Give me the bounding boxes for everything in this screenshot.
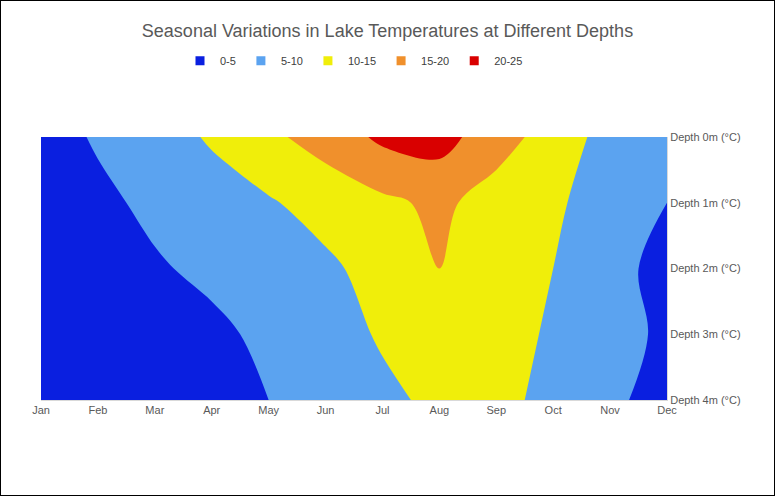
svg-text:20-25: 20-25 [494, 55, 522, 67]
svg-text:Jun: Jun [317, 404, 335, 416]
svg-text:Feb: Feb [88, 404, 107, 416]
svg-text:Dec: Dec [657, 404, 677, 416]
svg-text:Apr: Apr [203, 404, 220, 416]
svg-text:5-10: 5-10 [281, 55, 303, 67]
svg-text:Jan: Jan [32, 404, 50, 416]
svg-text:Jul: Jul [375, 404, 389, 416]
svg-text:10-15: 10-15 [348, 55, 376, 67]
svg-text:Depth 2m (°C): Depth 2m (°C) [670, 262, 740, 274]
svg-text:Sep: Sep [486, 404, 506, 416]
svg-text:0-5: 0-5 [220, 55, 236, 67]
svg-text:Aug: Aug [430, 404, 450, 416]
svg-text:Depth 0m (°C): Depth 0m (°C) [670, 131, 740, 143]
svg-text:Mar: Mar [145, 404, 164, 416]
svg-text:Nov: Nov [600, 404, 620, 416]
svg-text:Seasonal Variations in Lake Te: Seasonal Variations in Lake Temperatures… [142, 21, 633, 41]
svg-text:Oct: Oct [545, 404, 562, 416]
svg-text:15-20: 15-20 [421, 55, 449, 67]
svg-text:Depth 1m (°C): Depth 1m (°C) [670, 197, 740, 209]
svg-text:Depth 4m (°C): Depth 4m (°C) [670, 394, 740, 406]
svg-text:May: May [258, 404, 279, 416]
svg-text:Depth 3m (°C): Depth 3m (°C) [670, 328, 740, 340]
